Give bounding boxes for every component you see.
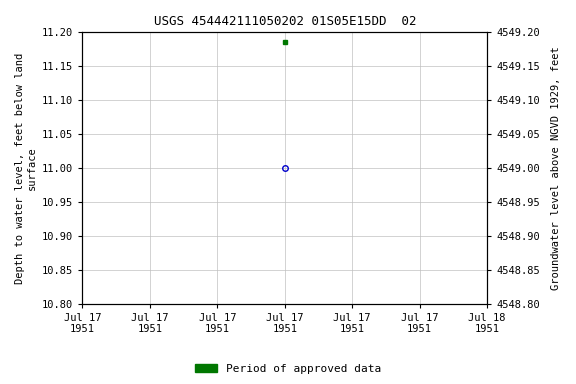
- Y-axis label: Depth to water level, feet below land
surface: Depth to water level, feet below land su…: [15, 52, 37, 283]
- Legend: Period of approved data: Period of approved data: [191, 359, 385, 379]
- Y-axis label: Groundwater level above NGVD 1929, feet: Groundwater level above NGVD 1929, feet: [551, 46, 561, 290]
- Title: USGS 454442111050202 01S05E15DD  02: USGS 454442111050202 01S05E15DD 02: [154, 15, 416, 28]
